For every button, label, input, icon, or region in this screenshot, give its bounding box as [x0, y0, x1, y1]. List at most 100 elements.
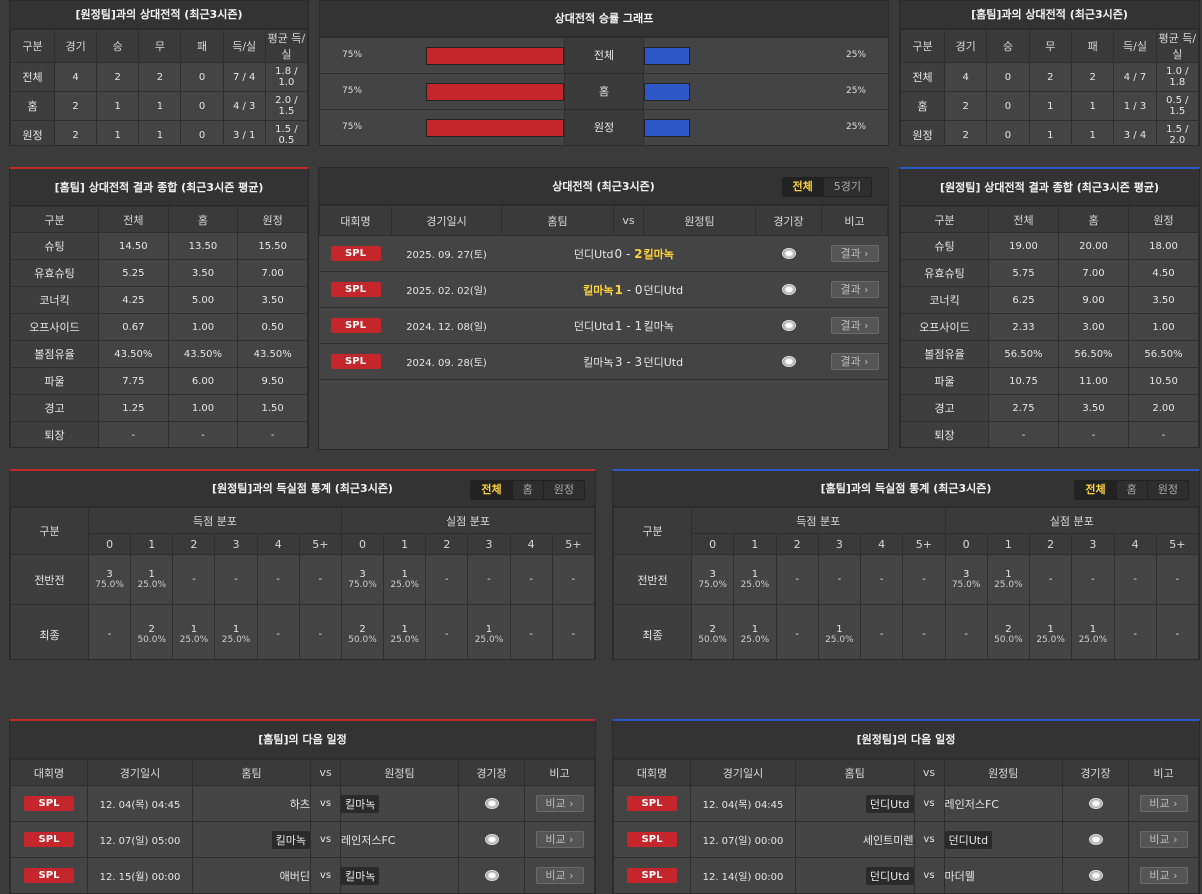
- league-badge[interactable]: SPL: [330, 354, 381, 369]
- league-badge[interactable]: SPL: [330, 318, 381, 333]
- row-label: 홈: [900, 91, 945, 121]
- home-team: 던디Utd: [501, 235, 614, 272]
- chevron-right-icon: ›: [860, 247, 869, 260]
- ball-icon[interactable]: [484, 797, 499, 809]
- row-label: 퇴장: [10, 421, 99, 447]
- match-row: SPL 2025. 02. 02(일) 킬마녹 1 - 0 던디Utd 결과 ›: [319, 271, 888, 308]
- column-header: 홈: [167, 206, 239, 233]
- league-badge[interactable]: SPL: [627, 868, 677, 883]
- result-button[interactable]: 결과 ›: [830, 245, 879, 262]
- tab-home[interactable]: 홈: [513, 481, 544, 499]
- ball-icon[interactable]: [484, 869, 499, 881]
- goal-count-header: 0: [340, 533, 385, 555]
- winrate-row: 75% 전체 25%: [320, 37, 888, 74]
- tab-away[interactable]: 원정: [553, 483, 574, 496]
- score-cell: 0 - 2: [613, 235, 644, 272]
- dist-count: -: [1091, 574, 1095, 585]
- ball-icon[interactable]: [1088, 833, 1103, 845]
- match-date: 2024. 12. 08(일): [391, 307, 502, 344]
- stat-cell: 1.50: [237, 394, 308, 422]
- ball-icon[interactable]: [1088, 869, 1103, 881]
- compare-button[interactable]: 비교 ›: [1139, 831, 1188, 848]
- result-button[interactable]: 결과 ›: [830, 281, 879, 298]
- league-cell: SPL: [613, 857, 691, 893]
- result-button[interactable]: 결과 ›: [830, 317, 879, 334]
- ball-icon[interactable]: [781, 355, 796, 367]
- result-button[interactable]: 결과 ›: [830, 353, 879, 370]
- compare-button[interactable]: 비교 ›: [535, 831, 584, 848]
- dist-count: -: [922, 629, 926, 640]
- home-team: 킬마녹: [192, 821, 311, 858]
- column-header: 구분: [900, 206, 989, 233]
- league-badge[interactable]: SPL: [627, 796, 677, 811]
- panel-title: [원정팀]과의 상대전적 (최근3시즌): [10, 1, 308, 29]
- home-team: 던디Utd: [795, 785, 915, 822]
- ball-icon[interactable]: [781, 247, 796, 259]
- tab-5games[interactable]: 5경기: [833, 180, 861, 193]
- dist-cell: 3 75.0%: [690, 554, 735, 605]
- league-badge[interactable]: SPL: [330, 282, 381, 297]
- compare-button[interactable]: 비교 ›: [535, 795, 584, 812]
- vs-cell: vs: [310, 785, 341, 822]
- compare-button[interactable]: 비교 ›: [535, 867, 584, 884]
- dist-percent: 75.0%: [348, 580, 377, 590]
- league-badge[interactable]: SPL: [627, 832, 677, 847]
- header-row: 대회명 경기일시 홈팀 vs 원정팀 경기장 비고: [10, 759, 595, 786]
- table-row: 원정 2 1 1 0 3 / 1 1.5 / 0.5: [10, 120, 308, 145]
- winrate-panel: 상대전적 승률 그래프 75% 전체 25% 75% 홈 25% 75% 원정 25%: [319, 0, 889, 146]
- table-row: 파울 7.75 6.00 9.50: [10, 367, 308, 395]
- home-score: 3: [614, 354, 623, 369]
- ball-icon[interactable]: [484, 833, 499, 845]
- league-badge[interactable]: SPL: [24, 832, 74, 847]
- dist-cell: -: [1113, 554, 1157, 605]
- ball-icon[interactable]: [781, 319, 796, 331]
- stats-home-panel: [홈팀] 상대전적 결과 종합 (최근3시즌 평균) 구분 전체 홈 원정 슈팅 14.5…: [9, 167, 309, 448]
- ball-icon[interactable]: [1088, 797, 1103, 809]
- match-date: 2025. 02. 02(일): [391, 271, 502, 308]
- column-header: 득/실: [1113, 29, 1157, 63]
- dist-cell: -: [1113, 604, 1157, 659]
- tab-all[interactable]: 전체: [782, 178, 824, 196]
- panel-title: [홈팀]과의 득실점 통계 (최근3시즌) 전체 홈 원정: [613, 471, 1199, 507]
- stat-cell: 0: [986, 91, 1030, 121]
- stat-cell: 3 / 4: [1113, 120, 1157, 145]
- dist-count: 2: [1005, 624, 1012, 635]
- column-header: vs: [913, 759, 945, 786]
- schedule-row: SPL 12. 07(일) 05:00 킬마녹 vs 레인저스FC 비교 ›: [10, 821, 595, 858]
- column-header: 원정팀: [943, 759, 1063, 786]
- dist-percent: 25.0%: [137, 580, 167, 590]
- chevron-right-icon: ›: [565, 869, 574, 882]
- tab-away[interactable]: 원정: [1157, 483, 1178, 496]
- home-team: 애버딘: [192, 857, 311, 893]
- row-label: 유효슈팅: [10, 259, 99, 287]
- league-badge[interactable]: SPL: [24, 796, 74, 811]
- row-label: 경고: [900, 394, 989, 422]
- dist-count: -: [107, 629, 112, 640]
- dist-percent: 50.0%: [698, 635, 727, 645]
- dist-count: 1: [751, 569, 759, 580]
- ball-icon[interactable]: [781, 283, 796, 295]
- compare-button[interactable]: 비교 ›: [1139, 867, 1188, 884]
- tab-all[interactable]: 전체: [1075, 481, 1117, 499]
- dist-count: 1: [1005, 569, 1012, 580]
- dist-cell: 1 25.0%: [383, 554, 427, 605]
- dist-cell: -: [256, 554, 300, 605]
- table-row: 볼점유율 56.50% 56.50% 56.50%: [900, 340, 1199, 368]
- stat-cell: 4.25: [98, 286, 169, 314]
- dist-cell: -: [1155, 554, 1199, 605]
- match-date: 12. 07(일) 00:00: [690, 821, 796, 858]
- compare-button[interactable]: 비교 ›: [1139, 795, 1188, 812]
- home-team: 하츠: [192, 785, 311, 822]
- stat-cell: 2.33: [988, 313, 1059, 341]
- stat-cell: 2: [53, 91, 98, 121]
- row-label: 전체: [10, 62, 55, 92]
- chevron-right-icon: ›: [1169, 797, 1178, 810]
- panel-title: [원정팀]의 다음 일정: [613, 721, 1199, 759]
- tab-home[interactable]: 홈: [1117, 481, 1148, 499]
- away-team: 킬마녹: [643, 235, 756, 272]
- league-badge[interactable]: SPL: [330, 246, 381, 261]
- right-percent: 25%: [845, 50, 866, 60]
- tab-all[interactable]: 전체: [471, 481, 513, 499]
- right-percent: 25%: [845, 86, 866, 96]
- league-badge[interactable]: SPL: [24, 868, 74, 883]
